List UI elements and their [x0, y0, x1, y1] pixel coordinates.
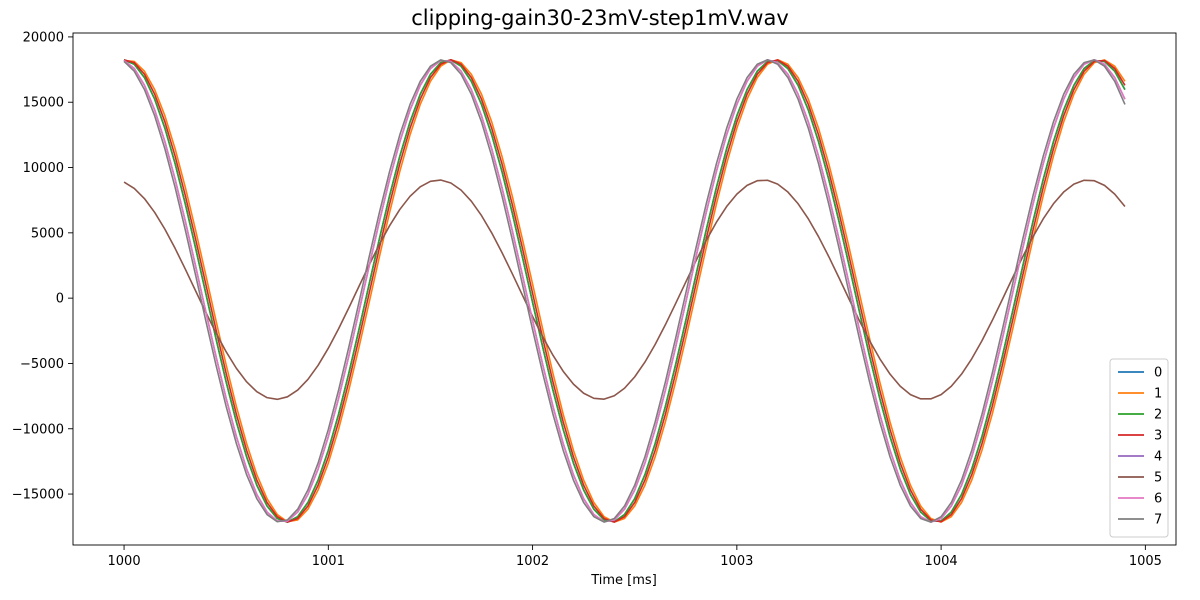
x-tick-label: 1002 [516, 554, 549, 569]
y-tick-label: 15000 [23, 96, 64, 111]
chart-title: clipping-gain30-23mV-step1mV.wav [411, 6, 789, 30]
x-tick-label: 1005 [1129, 554, 1162, 569]
legend-label-1: 1 [1154, 387, 1162, 402]
y-tick-label: 10000 [23, 161, 64, 176]
legend-label-4: 4 [1154, 450, 1162, 465]
series-line-1 [123, 58, 1126, 523]
legend-label-3: 3 [1154, 429, 1162, 444]
series-line-4 [123, 58, 1126, 523]
x-tick-label: 1001 [312, 554, 345, 569]
legend-label-6: 6 [1154, 492, 1162, 507]
y-tick-label: 0 [56, 292, 64, 307]
legend-label-2: 2 [1154, 408, 1162, 423]
y-tick-label: 20000 [23, 30, 64, 45]
series-line-5 [123, 179, 1126, 401]
y-tick-label: −10000 [12, 422, 64, 437]
y-tick-label: 5000 [31, 226, 64, 241]
legend-label-5: 5 [1154, 471, 1162, 486]
series-line-3 [123, 58, 1126, 523]
x-tick-label: 1004 [925, 554, 958, 569]
x-tick-label: 1000 [108, 554, 141, 569]
x-tick-label: 1003 [720, 554, 753, 569]
y-tick-label: −15000 [12, 488, 64, 503]
legend-label-0: 0 [1154, 366, 1162, 381]
series-line-2 [123, 59, 1126, 523]
x-axis-label: Time [ms] [591, 573, 657, 588]
series-line-7 [123, 58, 1126, 523]
legend-box [1109, 358, 1169, 538]
axes-frame [72, 32, 1177, 546]
series-line-6 [123, 58, 1126, 523]
legend-label-7: 7 [1154, 513, 1162, 528]
y-tick-label: −5000 [20, 357, 64, 372]
series-line-0 [123, 59, 1126, 523]
